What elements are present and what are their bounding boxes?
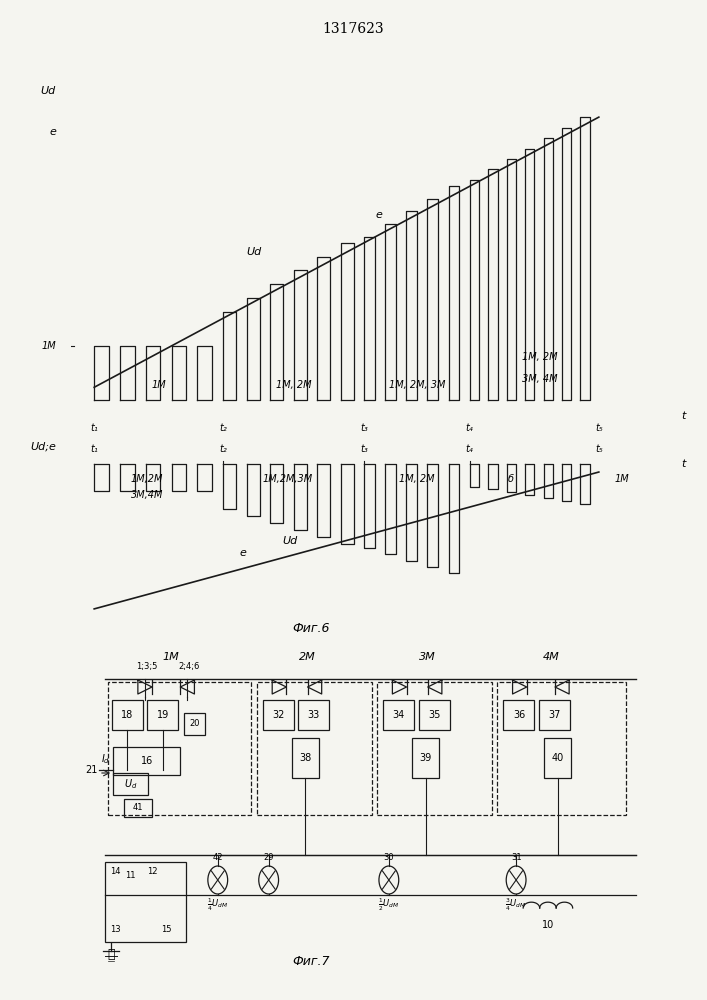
Text: 35: 35 [428,710,440,720]
Text: Фиг.6: Фиг.6 [292,622,330,635]
Text: 34: 34 [392,710,405,720]
Text: 3M, 4M: 3M, 4M [522,374,558,384]
Text: 4M: 4M [543,652,560,662]
Bar [497,682,626,815]
Bar [147,700,178,730]
Text: Ud: Ud [282,536,297,546]
Text: 20: 20 [189,720,199,728]
Text: 36: 36 [513,710,525,720]
Bar [263,700,294,730]
Text: 1M: 1M [42,341,56,351]
Text: 19: 19 [156,710,169,720]
Text: $\frac{1}{2}U_{dM}$: $\frac{1}{2}U_{dM}$ [378,897,399,913]
Text: 1M: 1M [615,474,630,484]
Text: 1M: 1M [163,652,180,662]
Text: 30: 30 [383,853,395,862]
Text: t: t [681,459,685,469]
Text: t₄: t₄ [466,444,474,454]
Text: $\frac{3}{4}U_{dM}$: $\frac{3}{4}U_{dM}$ [506,897,527,913]
Text: 40: 40 [551,753,564,763]
Text: 3M,4M: 3M,4M [131,490,163,500]
Text: 1M, 2M: 1M, 2M [522,352,558,362]
Text: 1M,2M,3M: 1M,2M,3M [263,474,313,484]
Text: $I_d$: $I_d$ [102,752,110,766]
Text: 1M, 2M: 1M, 2M [276,380,312,390]
Text: 32: 32 [272,710,285,720]
Text: 39: 39 [419,753,432,763]
Text: 1M: 1M [151,380,166,390]
Bar [108,682,251,815]
Text: Фиг.7: Фиг.7 [292,955,330,968]
Bar [539,700,570,730]
Text: 15: 15 [161,926,171,934]
Bar [257,682,372,815]
Text: $\frac{1}{4}U_{dM}$: $\frac{1}{4}U_{dM}$ [207,897,228,913]
Text: e: e [49,127,56,137]
Text: 12: 12 [147,867,157,876]
Bar [383,700,414,730]
Text: t₃: t₃ [361,444,368,454]
Text: 33: 33 [308,710,320,720]
Text: t₃: t₃ [361,423,368,433]
Text: 1M, 2M: 1M, 2M [399,474,435,484]
Bar [184,713,205,735]
Text: 21: 21 [85,765,98,775]
Text: t₄: t₄ [466,423,474,433]
Text: 3M: 3M [419,652,436,662]
Text: t₁: t₁ [90,444,98,454]
Text: 14: 14 [110,867,120,876]
Text: Ud;e: Ud;e [30,441,56,451]
Text: 13: 13 [110,926,121,934]
Bar [124,799,152,817]
Text: e: e [240,548,247,558]
Text: 2M: 2M [299,652,316,662]
Bar [503,700,534,730]
Text: 2;4;6: 2;4;6 [179,662,200,671]
Text: 1317623: 1317623 [322,22,385,36]
Text: t₅: t₅ [595,423,602,433]
Text: 41: 41 [133,804,143,812]
Bar [419,700,450,730]
Text: t: t [681,411,685,421]
Text: 10: 10 [542,920,554,930]
Text: Ud: Ud [247,247,262,257]
Bar [113,773,148,795]
Text: Ud: Ud [41,86,56,96]
Text: 42: 42 [213,853,223,862]
Bar [298,700,329,730]
Text: t₂: t₂ [219,423,227,433]
Bar [113,747,180,775]
Text: 16: 16 [141,756,153,766]
Bar [544,738,571,778]
Text: $U_d$: $U_d$ [124,777,138,791]
Text: e: e [376,210,382,220]
Text: 1M,2M: 1M,2M [131,474,163,484]
Text: t₁: t₁ [90,423,98,433]
Text: 11: 11 [126,870,136,880]
Bar [412,738,439,778]
Text: 29: 29 [264,853,274,862]
Text: 37: 37 [548,710,561,720]
Bar [105,862,186,942]
Bar [292,738,319,778]
Text: t₂: t₂ [219,444,227,454]
Text: б: б [508,474,514,484]
Bar [112,700,143,730]
Text: 18: 18 [121,710,134,720]
Text: 1M, 2M, 3M: 1M, 2M, 3M [389,380,445,390]
Text: 38: 38 [299,753,312,763]
Text: 1;3;5: 1;3;5 [136,662,158,671]
Text: 31: 31 [510,853,522,862]
Text: t₅: t₅ [595,444,602,454]
Bar [377,682,492,815]
Text: ⏚: ⏚ [107,948,115,961]
